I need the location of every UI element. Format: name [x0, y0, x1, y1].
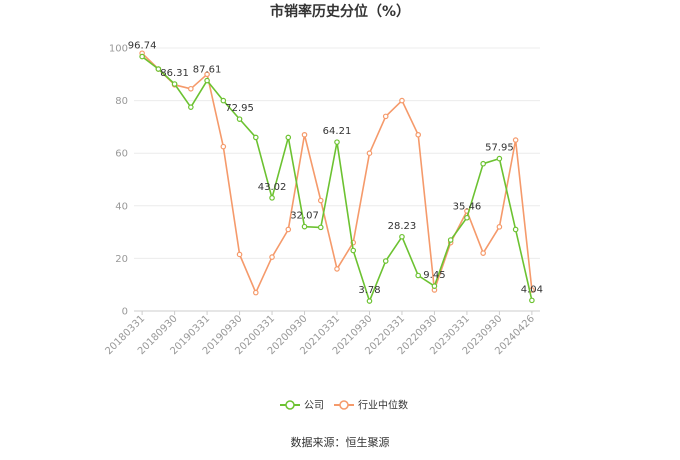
- data-point: [301, 223, 308, 230]
- data-point: [155, 66, 162, 72]
- data-point: [512, 226, 519, 233]
- y-axis: 0 20 40 60 80 100: [109, 44, 128, 318]
- data-label: 43.02: [258, 182, 287, 193]
- data-source: 数据来源：恒生聚源: [291, 435, 390, 449]
- legend-marker: [285, 400, 295, 410]
- data-point: [529, 297, 535, 304]
- y-tick-label: 80: [115, 96, 128, 107]
- data-label: 32.07: [290, 211, 319, 222]
- data-point: [366, 298, 373, 304]
- data-point: [253, 134, 259, 141]
- y-tick-label: 100: [109, 44, 128, 55]
- data-point: [204, 71, 210, 78]
- data-label: 28.23: [388, 221, 417, 232]
- data-point: [399, 233, 405, 240]
- x-axis: 2018033120180930201903312019093020200331…: [103, 310, 540, 357]
- data-point: [334, 266, 340, 272]
- data-point: [317, 224, 324, 231]
- data-point: [269, 195, 275, 201]
- data-point: [236, 251, 243, 258]
- data-label: 86.31: [160, 68, 189, 79]
- data-point: [350, 247, 357, 254]
- data-point: [431, 283, 438, 289]
- data-point: [496, 224, 503, 230]
- data-point: [236, 116, 243, 122]
- data-point: [334, 139, 340, 145]
- data-point: [188, 104, 194, 110]
- data-point: [204, 77, 210, 84]
- data-point: [139, 53, 145, 60]
- data-point: [269, 254, 275, 260]
- plot-series: [139, 50, 535, 304]
- data-point: [366, 150, 373, 157]
- legend-label: 公司: [304, 401, 324, 412]
- data-label: 35.46: [453, 202, 482, 213]
- data-point: [220, 97, 227, 104]
- data-point: [480, 250, 486, 256]
- legend-label: 行业中位数: [358, 399, 408, 412]
- data-label: 9.45: [423, 270, 445, 281]
- data-point: [382, 258, 389, 264]
- data-label: 3.78: [358, 285, 380, 296]
- data-label: 72.95: [225, 103, 254, 114]
- data-point: [301, 131, 308, 138]
- grid-lines: [134, 47, 540, 259]
- data-label: 96.74: [128, 41, 157, 52]
- data-labels: 96.74 86.31 87.61 72.95 43.02 32.07 64.21 3.78 2…: [128, 41, 543, 296]
- data-label: 4.04: [521, 284, 543, 295]
- data-point: [512, 137, 519, 143]
- data-label: 57.95: [485, 143, 514, 154]
- data-point: [171, 81, 178, 87]
- data-point: [382, 113, 389, 120]
- y-tick-label: 40: [115, 201, 128, 212]
- legend[interactable]: 公司 行业中位数: [280, 399, 408, 412]
- data-point: [285, 134, 292, 141]
- data-point: [317, 197, 324, 204]
- y-tick-label: 60: [115, 149, 128, 160]
- data-point: [480, 160, 486, 167]
- data-point: [415, 131, 422, 138]
- y-tick-label: 20: [115, 254, 128, 265]
- data-point: [220, 143, 227, 150]
- data-label: 87.61: [193, 65, 222, 76]
- data-point: [285, 226, 292, 233]
- series-line-1: [141, 52, 533, 294]
- data-point: [464, 214, 470, 221]
- legend-marker: [339, 400, 349, 410]
- data-point: [447, 237, 454, 243]
- data-point: [415, 272, 422, 279]
- y-tick-label: 0: [122, 307, 128, 318]
- series-line-0: [141, 55, 533, 302]
- data-point: [496, 155, 503, 162]
- data-point: [253, 289, 259, 296]
- data-point: [399, 97, 405, 104]
- chart-title: 市销率历史分位（%）: [270, 3, 410, 20]
- data-label: 64.21: [323, 126, 352, 137]
- data-point: [188, 85, 194, 92]
